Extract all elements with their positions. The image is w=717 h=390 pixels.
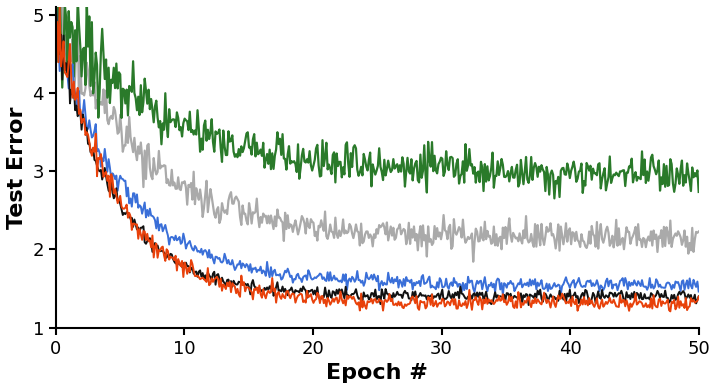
X-axis label: Epoch #: Epoch # xyxy=(326,363,428,383)
Y-axis label: Test Error: Test Error xyxy=(7,106,27,229)
